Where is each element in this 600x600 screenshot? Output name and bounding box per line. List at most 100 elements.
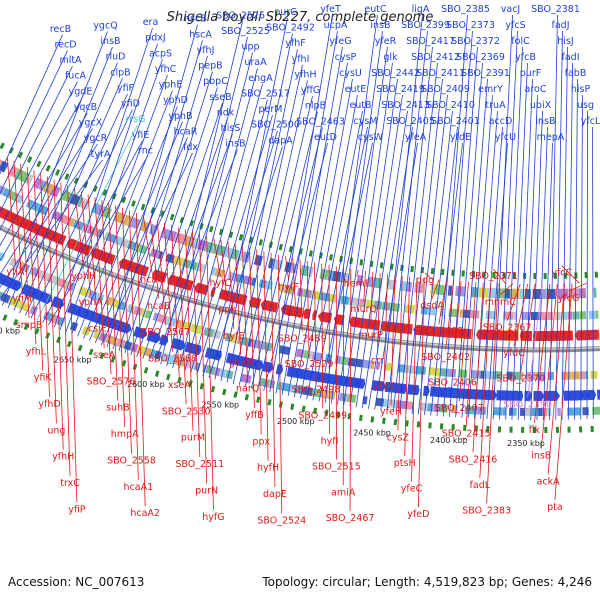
outer-tick-22 [166,373,171,381]
forward-leader-yfhH-49 [238,80,308,386]
forward-leader-SBO_2410-78 [417,110,453,415]
forward-gene-label: yphE [159,80,183,91]
forward-leader-yfhC-21 [71,74,168,335]
reverse-cog-ring-block-72 [558,288,569,299]
forward-leader-glk-66 [343,62,393,406]
outer-tick-31 [267,398,272,406]
reverse-cog-ring-block-36 [253,254,263,266]
forward-feature-ring-block-55 [375,361,381,370]
forward-cog-ring-block-36 [225,370,234,380]
outer-tick-43 [405,420,409,427]
reverse-leader-SBO_2402-63 [445,280,455,350]
forward-leader-eutE-59 [300,94,358,399]
outer-tick-7 [2,314,8,321]
reverse-gene-label: SBO_2370 [496,374,545,385]
forward-gene-ring-block-13 [50,296,65,309]
reverse-gene-label: hmpA [111,429,139,440]
reverse-leader-SBO_2406-64 [452,281,462,376]
reverse-gene-ring-block-57 [433,326,442,338]
scale-label-6: 2400 kbp [430,436,468,445]
reverse-cog-ring-block-51 [367,276,374,288]
reverse-leader-hemF-50 [356,269,359,277]
forward-leader-yfcL-106 [592,126,594,419]
outer-tick-18 [121,359,127,367]
reverse-gene-label: yffB [245,410,264,421]
reverse-leader-yfhH-7 [53,179,64,450]
forward-leader-SBO_2442-67 [349,78,398,407]
reverse-gene-label: fadL [470,480,491,491]
forward-feature-ring-block-56 [385,362,392,372]
scale-label-0: 2700 kbp [0,327,20,336]
reverse-leader-yfeH-55 [390,275,396,405]
forward-gene-label: hisJ [557,36,573,47]
reverse-feature-ring-block-66 [530,311,540,320]
forward-feature-ring-block-11 [37,269,50,281]
forward-leader-insB-97 [536,126,548,421]
forward-gene-label: pdxJ [145,33,165,44]
forward-leader-uraA-39 [178,68,258,370]
reverse-gene-label: crr [371,355,384,366]
forward-leader-yphD-23 [83,106,178,339]
forward-gene-label: ligA [412,4,430,15]
forward-gene-ring-block-58 [433,386,443,398]
forward-leader-yfeA-71 [374,142,418,410]
reverse-feature-ring-block-10 [60,214,70,225]
inner-tick-18 [169,213,175,221]
forward-gene-label: SBO_2412 [411,52,460,63]
reverse-gene-label: yfeC [401,484,423,495]
forward-leader-SBO_2385-81 [436,14,468,417]
reverse-gene-label: yfiM [12,294,32,305]
reverse-gene-label: murP [358,330,383,341]
forward-leader-SBO_2409-77 [411,94,448,414]
forward-cog-ring-block-20 [115,338,126,349]
forward-gene-label: SBO_2525 [221,26,270,37]
reverse-leader-ackA-78 [547,283,566,475]
forward-cog-ring-block-65 [509,407,513,416]
forward-leader-cysP-57 [287,62,348,396]
forward-cog-ring-block-17 [92,330,101,340]
forward-gene-label: yfiD [121,99,140,110]
reverse-gene-label: hyfE [223,331,244,342]
reverse-gene-ring-block-56 [423,325,436,337]
reverse-leader-csiE-12 [87,194,98,322]
reverse-gene-label: yfeK [374,381,396,392]
outer-tick-28 [233,391,238,398]
outer-tick-29 [244,394,249,401]
reverse-feature-ring-block-15 [90,226,99,237]
reverse-gene-label: hyfI [321,436,339,447]
forward-gene-ring-block-19 [102,315,113,328]
reverse-feature-ring-block-54 [404,304,415,314]
forward-gene-label: acpS [149,48,172,59]
forward-cog-ring-block-12 [42,311,55,322]
reverse-leader-SBO_2370-74 [520,283,536,372]
forward-leader-ubiX-96 [530,110,543,420]
forward-feature-ring-block-72 [531,371,536,380]
reverse-gene-label: yfiK [34,373,53,384]
reverse-gene-ring-block-76 [553,330,566,341]
reverse-cog-ring-block-59 [447,285,453,296]
forward-cog-ring-block-42 [289,384,295,393]
outer-tick-34 [301,405,306,413]
forward-leader-fadJ-100 [555,30,563,420]
forward-feature-ring-block-75 [547,371,554,380]
inner-tick-8 [73,177,79,185]
forward-leader-SBO_2517-41 [190,99,268,374]
forward-cog-ring-block-23 [136,344,147,355]
reverse-leader-mnmC-71 [500,283,514,296]
forward-gene-label: usg [577,100,594,111]
reverse-gene-label: SBO_2402 [421,352,470,363]
forward-gene-label: ubiX [530,100,552,111]
reverse-gene-label: sseA [93,350,116,361]
forward-cog-ring-block-66 [512,407,517,416]
forward-gene-ring-block-43 [317,371,324,383]
reverse-leader-SBO_2511-27 [192,231,201,458]
forward-gene-label: SBO_2410 [426,100,475,111]
forward-gene-ring-block-60 [449,387,462,399]
forward-leader-yphE-22 [77,90,173,337]
reverse-feature-ring-block-2 [0,185,6,195]
reverse-gene-label: csiE [88,324,107,335]
forward-gene-label: rrsG [126,114,146,125]
reverse-gene-label: SBO_2568 [148,354,197,365]
forward-cog-ring-block-76 [582,407,589,416]
forward-leader-yfiE-16 [42,140,143,323]
